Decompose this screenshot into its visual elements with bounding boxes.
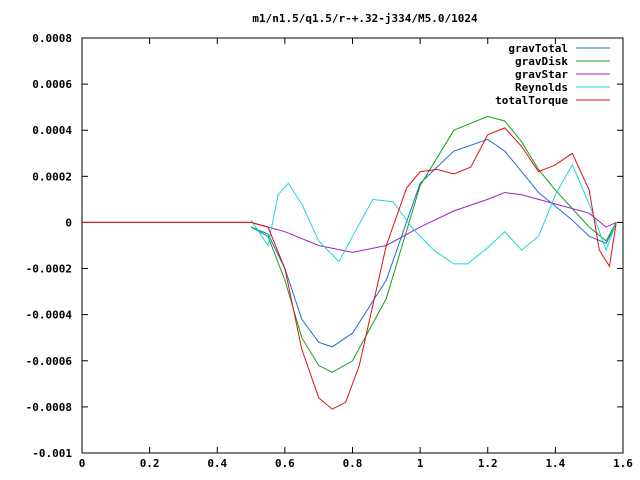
chart-title: m1/n1.5/q1.5/r-+.32-j334/M5.0/1024: [252, 12, 478, 25]
series-line-gravtotal: [250, 138, 617, 348]
series-line-totaltorque: [82, 127, 617, 410]
y-tick-label: -0.0008: [26, 401, 72, 414]
y-tick-label: 0.0006: [32, 78, 72, 91]
x-tick-label: 0.2: [140, 457, 160, 470]
x-tick-label: 1.2: [478, 457, 498, 470]
y-tick-label: -0.001: [32, 447, 72, 460]
y-tick-label: 0: [65, 216, 72, 229]
y-tick-label: -0.0006: [26, 355, 73, 368]
legend: gravTotalgravDiskgravStarReynoldstotalTo…: [495, 42, 610, 107]
y-tick-label: 0.0008: [32, 32, 72, 45]
series-line-reynolds: [250, 163, 617, 265]
y-tick-label: 0.0004: [32, 124, 72, 137]
axes-layer: 0 0.2 0.4 0.6 0.8 1 1.2 1.4 1.6 -0.001 -0.0008 -0.0…: [26, 32, 634, 470]
x-tick-label: 0.6: [275, 457, 295, 470]
legend-label: gravStar: [515, 68, 568, 81]
x-tick-label: 0.4: [207, 457, 227, 470]
legend-label: gravTotal: [508, 42, 568, 55]
y-tick-label: -0.0002: [26, 263, 72, 276]
x-tick-label: 0.8: [343, 457, 363, 470]
y-tick-label: -0.0004: [26, 309, 73, 322]
legend-label: Reynolds: [515, 81, 568, 94]
x-tick-label: 1: [417, 457, 424, 470]
x-tick-label: 1.6: [613, 457, 633, 470]
y-tick-label: 0.0002: [32, 170, 72, 183]
series-line-gravdisk: [250, 115, 617, 373]
x-tick-label: 1.4: [545, 457, 565, 470]
legend-label: gravDisk: [515, 55, 568, 68]
legend-label: totalTorque: [495, 94, 568, 107]
series-line-gravstar: [82, 191, 617, 253]
series-layer: [82, 115, 617, 410]
x-tick-label: 0: [79, 457, 86, 470]
